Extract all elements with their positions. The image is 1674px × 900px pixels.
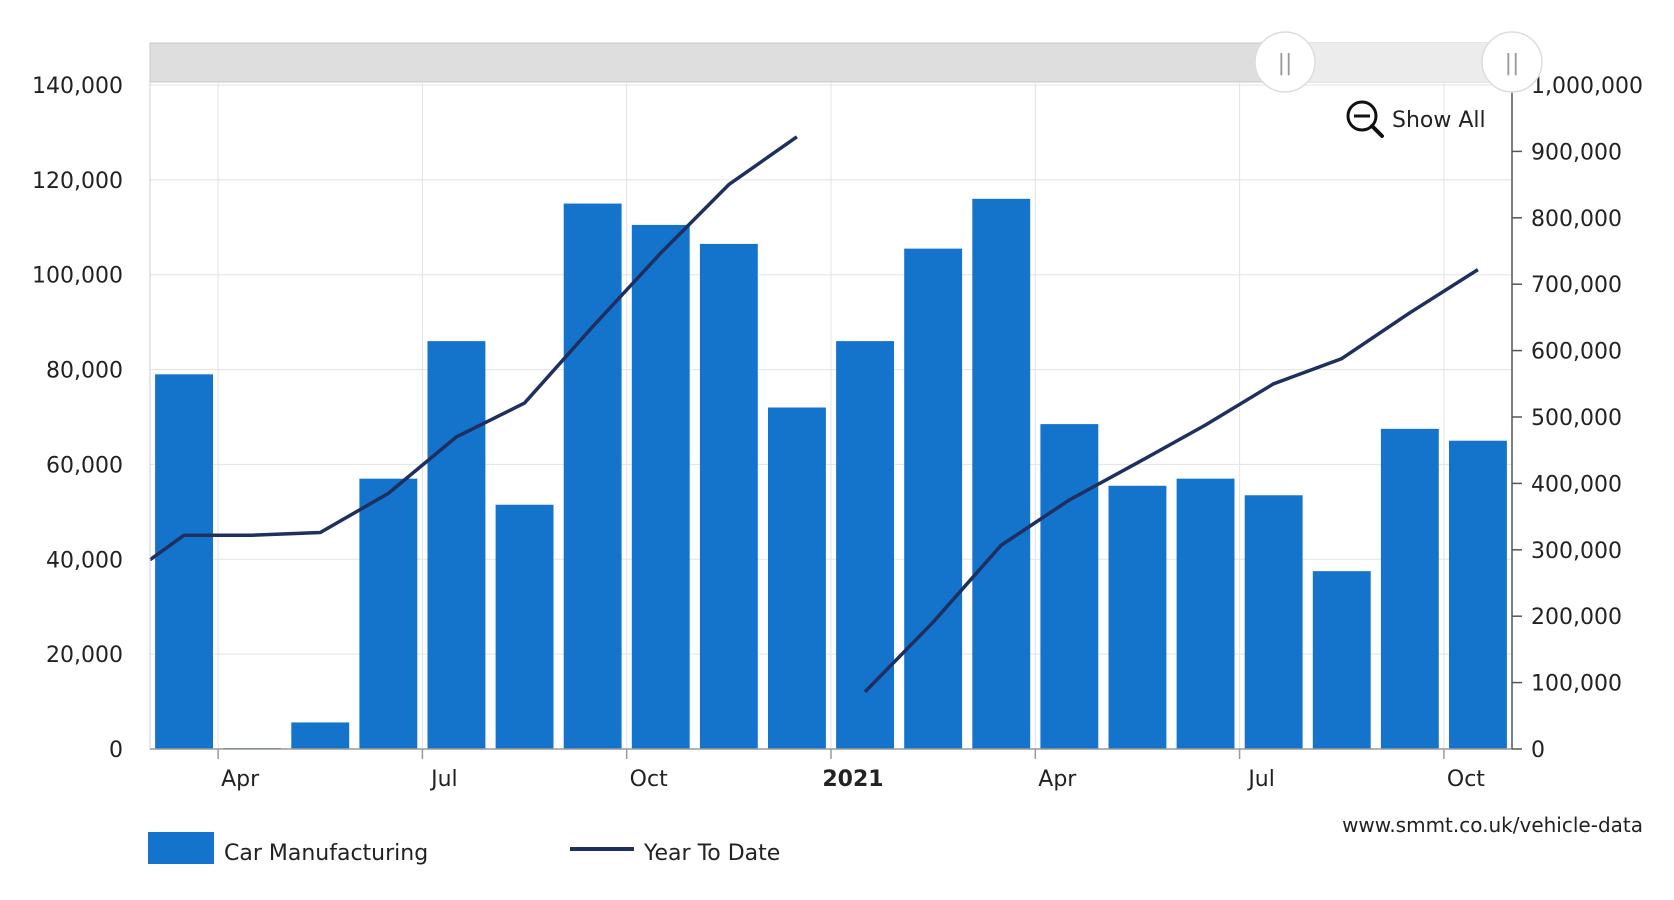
x-tick-label: Oct — [1447, 767, 1485, 792]
line-segment-2021 — [863, 268, 1479, 694]
left-axis-tick-labels: 0 20,000 40,000 60,000 80,000 100,000 120,000 1… — [32, 74, 123, 763]
left-tick-label: 80,000 — [46, 359, 123, 384]
navigator-selected-range[interactable] — [1285, 43, 1512, 82]
bar-may-2021 — [1108, 485, 1167, 749]
right-tick-label: 400,000 — [1531, 472, 1622, 497]
legend: Car Manufacturing Year To Date — [148, 832, 780, 866]
bar-jun-2020 — [359, 478, 418, 749]
right-tick-label: 200,000 — [1531, 605, 1622, 630]
bar-aug-2020 — [495, 504, 554, 749]
right-tick-label: 700,000 — [1531, 273, 1622, 298]
right-axis-tick-labels: 0 100,000 200,000 300,000 400,000 500,000 600,… — [1531, 74, 1643, 763]
gridlines — [150, 82, 1512, 750]
left-tick-label: 100,000 — [32, 264, 123, 289]
right-tick-label: 1,000,000 — [1531, 74, 1643, 99]
left-tick-label: 40,000 — [46, 548, 123, 573]
bar-sep-2020 — [563, 203, 622, 750]
legend-item-car-manufacturing[interactable]: Car Manufacturing — [148, 832, 428, 866]
show-all-button[interactable]: Show All — [1346, 100, 1486, 138]
legend-swatch-bar — [148, 832, 214, 864]
right-tick-label: 600,000 — [1531, 340, 1622, 365]
legend-item-year-to-date[interactable]: Year To Date — [570, 841, 780, 866]
bar-jul-2021 — [1244, 495, 1303, 749]
bar-mar-2020 — [155, 374, 213, 749]
bar-dec-2020 — [768, 407, 826, 749]
right-tick-label: 500,000 — [1531, 406, 1622, 431]
x-tick-label: Jul — [1246, 767, 1275, 792]
bar-jun-2021 — [1176, 478, 1235, 749]
left-tick-label: 140,000 — [32, 74, 123, 99]
bar-jul-2020 — [427, 341, 486, 749]
bar-may-2020 — [291, 722, 350, 749]
bar-aug-2021 — [1312, 571, 1371, 749]
bar-sep-2021 — [1380, 428, 1439, 749]
line-series-year-to-date — [148, 135, 1479, 694]
zoom-out-icon — [1346, 100, 1384, 138]
right-tick-label: 100,000 — [1531, 672, 1622, 697]
x-tick-label: Apr — [1038, 767, 1077, 792]
left-tick-label: 120,000 — [32, 169, 123, 194]
navigator-left-handle[interactable]: || — [1254, 31, 1316, 93]
bar-jan-2021 — [836, 341, 894, 749]
bar-mar-2021 — [972, 198, 1031, 750]
bar-feb-2021 — [904, 248, 963, 749]
bar-oct-2020 — [631, 224, 690, 749]
axes — [149, 82, 1522, 759]
legend-label-line: Year To Date — [643, 841, 780, 866]
left-tick-label: 60,000 — [46, 453, 123, 478]
bar-oct-2021 — [1449, 440, 1507, 749]
x-axis-tick-labels: Apr Jul Oct 2021 Apr Jul Oct — [221, 767, 1485, 792]
right-tick-label: 800,000 — [1531, 207, 1622, 232]
x-tick-label: Oct — [630, 767, 668, 792]
bar-nov-2020 — [699, 243, 758, 749]
x-tick-label: Apr — [221, 767, 260, 792]
navigator-right-handle[interactable]: || — [1481, 31, 1543, 93]
navigator-right-handle-grip: || — [1505, 51, 1520, 76]
right-tick-label: 300,000 — [1531, 539, 1622, 564]
show-all-label: Show All — [1392, 108, 1486, 133]
navigator-left-handle-grip: || — [1278, 51, 1293, 76]
x-tick-label: Jul — [429, 767, 458, 792]
bar-series-car-manufacturing — [155, 198, 1507, 750]
source-credit: www.smmt.co.uk/vehicle-data — [1342, 813, 1643, 837]
left-tick-label: 20,000 — [46, 643, 123, 668]
bar-apr-2021 — [1040, 424, 1099, 749]
x-tick-label: 2021 — [822, 767, 883, 792]
legend-label-bar: Car Manufacturing — [224, 841, 428, 866]
right-tick-label: 0 — [1531, 738, 1545, 763]
right-tick-label: 900,000 — [1531, 140, 1622, 165]
left-tick-label: 0 — [109, 738, 123, 763]
